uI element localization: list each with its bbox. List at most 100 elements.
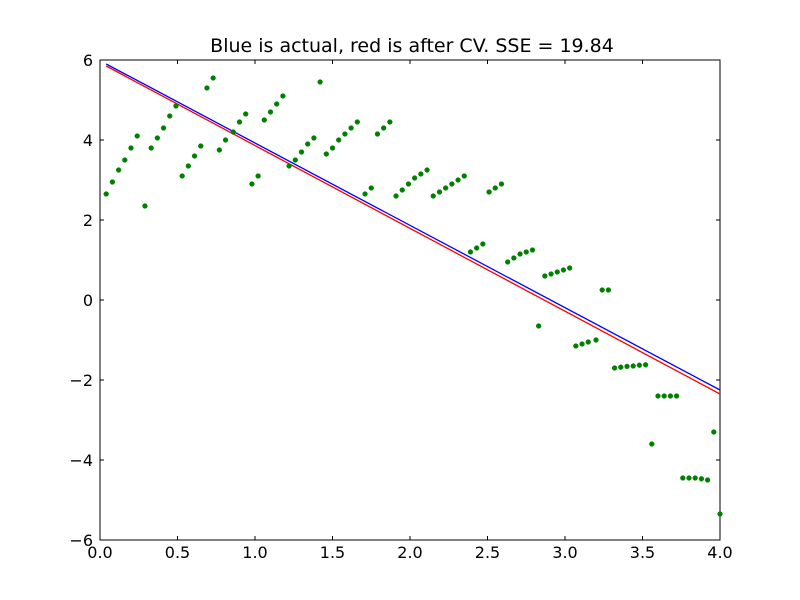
data-point <box>243 111 249 117</box>
data-point <box>680 475 686 481</box>
data-point <box>455 177 461 183</box>
data-point <box>236 119 243 125</box>
plot-area <box>99 59 721 541</box>
data-point <box>216 147 223 153</box>
data-point <box>210 75 216 81</box>
data-point <box>567 265 573 271</box>
data-point <box>624 363 630 370</box>
data-point <box>348 125 354 131</box>
data-point <box>698 476 705 482</box>
data-point <box>292 157 298 163</box>
data-point <box>667 393 674 399</box>
data-point <box>630 363 636 369</box>
data-point <box>274 101 280 107</box>
y-tick-label: −6 <box>69 531 93 550</box>
data-point <box>191 153 198 159</box>
data-point <box>329 145 336 151</box>
data-point <box>255 173 261 179</box>
data-point <box>222 137 229 143</box>
data-point <box>511 255 517 261</box>
data-point <box>542 273 548 279</box>
data-point <box>230 129 236 135</box>
data-point <box>536 323 542 329</box>
tick-labels-layer: 0.0 0.5 1.0 1.5 2.0 2.5 3.0 3.5 4.0 −6 −4 −2 0 2 4 6 <box>69 51 732 562</box>
data-point <box>249 181 255 187</box>
data-point <box>605 287 612 293</box>
data-point <box>498 181 505 187</box>
data-point <box>412 175 418 181</box>
data-point <box>311 135 317 141</box>
actual-fit-line <box>105 63 721 391</box>
x-tick-label: 1.5 <box>320 543 345 562</box>
data-point <box>424 167 430 173</box>
ticks-layer <box>99 59 721 541</box>
y-tick-label: 0 <box>83 291 93 310</box>
data-point <box>381 125 387 131</box>
data-point <box>443 185 449 191</box>
data-point <box>649 441 655 447</box>
data-point <box>336 137 342 143</box>
data-point <box>618 364 624 370</box>
y-tick-label: 2 <box>83 211 93 230</box>
data-point <box>474 245 480 251</box>
data-point <box>523 249 529 255</box>
data-point <box>134 133 140 139</box>
data-point <box>436 189 443 195</box>
data-point <box>179 173 185 179</box>
data-point <box>399 187 405 193</box>
data-point <box>611 365 618 371</box>
x-tick-label: 1.0 <box>242 543 267 562</box>
x-tick-label: 3.5 <box>630 543 655 562</box>
data-point <box>599 287 605 293</box>
data-point <box>661 393 667 399</box>
data-point <box>593 337 599 343</box>
data-point <box>167 113 173 119</box>
data-point <box>480 241 486 247</box>
x-tick-label: 0.5 <box>165 543 190 562</box>
x-tick-label: 2.0 <box>397 543 422 562</box>
data-point <box>554 269 560 275</box>
x-tick-label: 3.0 <box>552 543 577 562</box>
data-point <box>374 131 381 137</box>
data-point <box>185 163 192 169</box>
data-point <box>393 193 399 199</box>
data-point <box>280 93 286 99</box>
y-tick-label: −4 <box>69 451 93 470</box>
x-tick-label: 4.0 <box>707 543 732 562</box>
data-point <box>585 339 591 345</box>
data-point <box>573 343 579 349</box>
data-point <box>368 185 374 191</box>
data-point <box>286 163 292 169</box>
data-point <box>579 341 585 347</box>
lines-layer <box>105 63 721 395</box>
data-point <box>548 271 554 277</box>
data-point <box>636 362 643 368</box>
data-point <box>505 259 511 265</box>
data-point <box>109 179 116 185</box>
data-point <box>142 203 148 209</box>
data-point <box>517 251 523 257</box>
data-point <box>198 143 204 149</box>
data-point <box>362 191 368 197</box>
data-point <box>560 267 567 273</box>
data-point <box>342 131 348 137</box>
data-point <box>267 109 274 115</box>
data-point <box>128 145 134 151</box>
data-point <box>642 362 649 368</box>
data-point <box>704 477 711 483</box>
data-point <box>148 145 154 151</box>
data-point <box>122 157 128 163</box>
y-tick-label: 4 <box>83 131 93 150</box>
data-point <box>154 135 161 141</box>
x-tick-label: 2.5 <box>475 543 500 562</box>
data-point <box>354 119 360 125</box>
axes-frame <box>99 59 721 541</box>
data-point <box>717 511 723 517</box>
chart-title: Blue is actual, red is after CV. SSE = 1… <box>210 35 614 57</box>
y-tick-label: 6 <box>83 51 93 70</box>
data-point <box>317 79 323 85</box>
data-point <box>467 249 474 255</box>
data-point <box>486 189 492 195</box>
